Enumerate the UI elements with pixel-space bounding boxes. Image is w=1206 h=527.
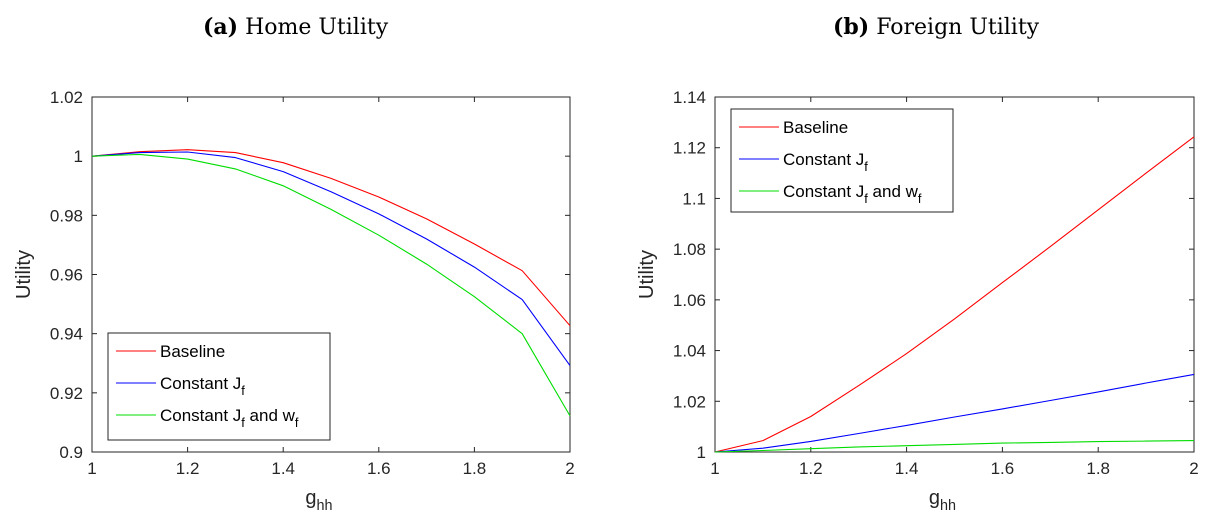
panel-b-title: (b) Foreign Utility: [833, 14, 1039, 40]
x-tick-label: 1.4: [895, 459, 919, 478]
y-tick-label: 1.1: [682, 189, 706, 208]
series-line-2: [91, 151, 571, 366]
series-line-3: [91, 153, 571, 417]
panel-b-title-text: Foreign Utility: [876, 15, 1040, 40]
legend: Baseline Constant Jf Constant Jf and wf: [107, 332, 331, 441]
legend-box: [730, 108, 954, 213]
series-line-1: [714, 136, 1195, 453]
series-line-2: [714, 373, 1195, 453]
x-tick-label: 1.6: [991, 459, 1015, 478]
y-tick-label: 1.06: [673, 291, 706, 310]
legend-label-1: Baseline: [783, 118, 848, 137]
x-axis-label: ghh: [305, 487, 332, 514]
x-axis-label: ghh: [929, 487, 956, 514]
chart-panel-b: 1 1.2 1.4 1.6 1.8 2 1 1.02 1.04 1.06 1.08 1.1 1.12 1.…: [636, 88, 1199, 514]
y-tick-label: 1.04: [673, 342, 706, 361]
y-tick-label: 1.14: [673, 88, 706, 107]
x-tick-label: 1.4: [271, 459, 295, 478]
x-tick-label: 1.6: [367, 459, 391, 478]
series-line-1: [91, 149, 571, 327]
panel-a-tag: (a): [203, 14, 239, 40]
y-tick-label: 1: [74, 147, 83, 166]
y-tick-label: 0.96: [50, 266, 83, 285]
x-tick-label: 1.8: [1086, 459, 1110, 478]
y-tick-label: 0.94: [50, 325, 83, 344]
y-tick-label: 0.98: [50, 206, 83, 225]
legend-label-3: Constant Jf and wf: [783, 182, 922, 206]
y-axis-label: Utility: [636, 250, 658, 299]
x-tick-label: 1.8: [463, 459, 487, 478]
x-tick-label: 1.2: [799, 459, 823, 478]
y-tick-label: 0.9: [59, 443, 83, 462]
x-tick-label: 1: [87, 459, 96, 478]
y-tick-label: 1.12: [673, 139, 706, 158]
x-tick-label: 2: [565, 459, 574, 478]
x-tick-label: 1.2: [176, 459, 200, 478]
y-tick-label: 1.08: [673, 240, 706, 259]
panel-b-tag: (b): [833, 14, 870, 40]
panel-a-title: (a) Home Utility: [203, 14, 388, 40]
y-axis-label: Utility: [13, 250, 35, 299]
x-tick-label: 1: [710, 459, 719, 478]
y-tick-label: 1.02: [673, 392, 706, 411]
legend-label-2: Constant Jf: [783, 150, 868, 174]
y-tick-label: 0.92: [50, 384, 83, 403]
y-tick-label: 1: [697, 443, 706, 462]
panel-a-title-text: Home Utility: [245, 15, 389, 40]
series-line-3: [714, 440, 1195, 453]
legend-label-1: Baseline: [160, 342, 225, 361]
y-tick-label: 1.02: [50, 88, 83, 107]
legend-label-3: Constant Jf and wf: [160, 406, 299, 430]
chart-panel-a: 1 1.2 1.4 1.6 1.8 2 0.9 0.92 0.94 0.96 0.98 1 1.02 gh…: [13, 88, 575, 514]
x-tick-label: 2: [1189, 459, 1198, 478]
legend: Baseline Constant Jf Constant Jf and wf: [730, 108, 954, 213]
legend-label-2: Constant Jf: [160, 374, 245, 398]
